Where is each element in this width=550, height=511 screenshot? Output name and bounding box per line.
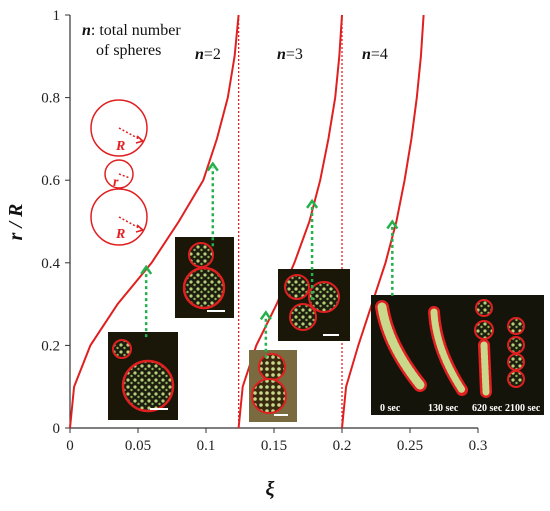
label-n2: n=2 (195, 46, 221, 63)
x-tick-label: 0.1 (197, 438, 216, 454)
time-label-3: 2100 sec (505, 403, 541, 414)
schematic-large-sphere-top (90, 99, 148, 157)
y-axis-ticks: 0 0.2 0.4 0.6 0.8 1 (41, 8, 70, 437)
time-label-2: 620 sec (472, 403, 503, 414)
micrograph-n2-b (175, 237, 234, 318)
y-tick-label: 0.8 (41, 91, 60, 107)
y-tick-label: 1 (53, 8, 61, 24)
y-axis-title: r / R (5, 204, 27, 241)
y-tick-label: 0.6 (41, 173, 60, 189)
n-definition-line1: n: total number (82, 22, 181, 39)
micrograph-n3-b (278, 269, 350, 341)
micrograph-time-series: 0 sec 130 sec 620 sec 2100 sec (371, 295, 544, 415)
marker-arrow-head-3 (306, 198, 319, 209)
x-tick-label: 0 (66, 438, 74, 454)
x-axis-title: ξ (266, 478, 275, 500)
y-tick-label: 0.2 (41, 338, 60, 354)
curve-series-2 (341, 14, 425, 429)
marker-arrow-head-4 (386, 219, 399, 230)
n-desc-1: : total number (91, 22, 181, 39)
label-R-bottom: R (115, 227, 125, 242)
time-label-0: 0 sec (380, 403, 401, 414)
n-definition-line2: of spheres (96, 42, 161, 59)
y-tick-label: 0.4 (41, 256, 60, 272)
x-tick-label: 0.15 (261, 438, 287, 454)
time-label-1: 130 sec (428, 403, 459, 414)
x-tick-label: 0.05 (125, 438, 151, 454)
curve-series-0 (69, 14, 240, 429)
x-axis-ticks: 0 0.05 0.1 0.15 0.2 0.25 0.3 (66, 428, 487, 454)
micrograph-n2 (108, 332, 178, 420)
label-n4: n=4 (362, 46, 388, 63)
n-symbol: n (82, 22, 91, 39)
label-r: r (113, 175, 119, 190)
x-tick-label: 0.3 (469, 438, 488, 454)
label-R-top: R (115, 139, 125, 154)
x-tick-label: 0.2 (333, 438, 352, 454)
schematic-spheres: R r R (90, 99, 148, 246)
label-n3: n=3 (277, 46, 303, 63)
marker-arrow-head-1 (206, 161, 219, 172)
marker-arrows (140, 161, 399, 358)
x-tick-label: 0.25 (397, 438, 423, 454)
schematic-large-sphere-bottom (90, 188, 148, 246)
schematic-small-sphere (104, 159, 134, 189)
vertical-reference-lines (237, 15, 343, 428)
y-tick-label: 0 (53, 421, 61, 437)
marker-arrow-head-2 (259, 310, 272, 321)
micrograph-n3 (249, 350, 297, 422)
marker-arrow-head-0 (140, 264, 153, 275)
